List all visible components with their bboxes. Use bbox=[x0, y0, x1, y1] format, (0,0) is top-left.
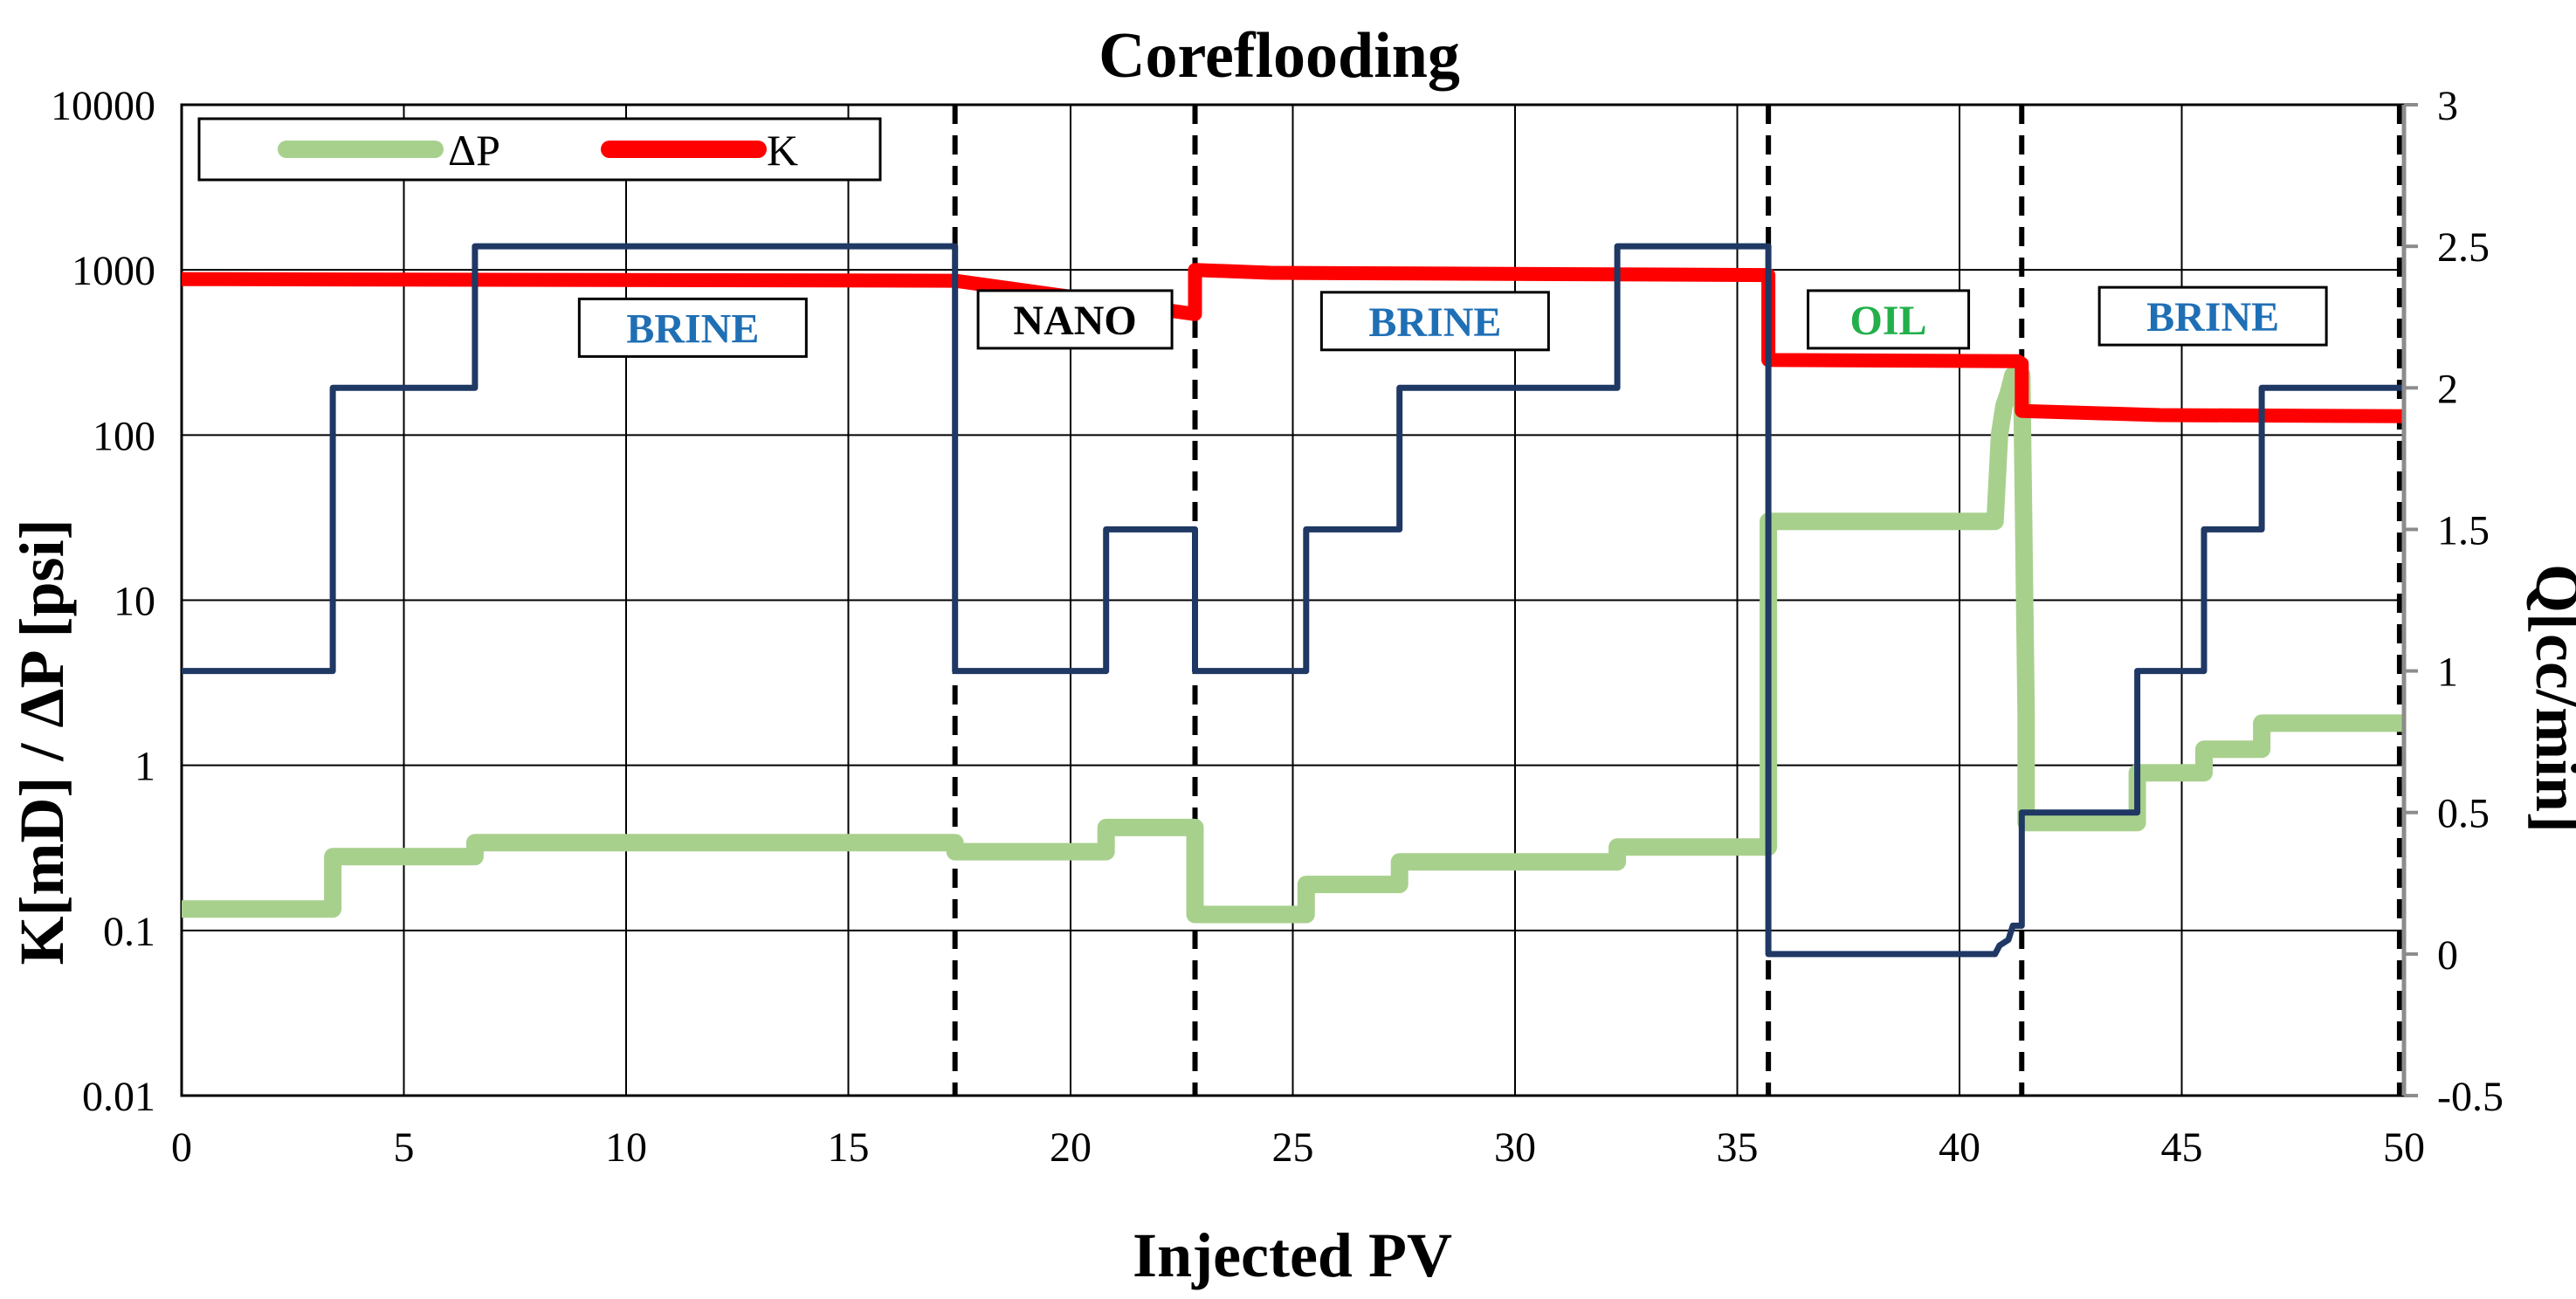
right-tick-label: -0.5 bbox=[2437, 1074, 2504, 1120]
right-tick-label: 1 bbox=[2437, 650, 2458, 696]
region-label-brine: BRINE bbox=[1319, 291, 1550, 352]
y-axis-right-title: Q[cc/min] bbox=[2523, 564, 2576, 833]
region-label-text: BRINE bbox=[1368, 299, 1501, 346]
right-tick-label: 1.5 bbox=[2437, 507, 2490, 553]
x-axis-title: Injected PV bbox=[1133, 1220, 1452, 1290]
right-tick-label: 2.5 bbox=[2437, 224, 2490, 271]
right-tick-label: 2 bbox=[2437, 366, 2458, 412]
right-tick-label: 0 bbox=[2437, 932, 2458, 979]
x-tick-label: 25 bbox=[1272, 1124, 1314, 1171]
left-tick-label: 0.1 bbox=[103, 909, 155, 955]
legend: ΔP K bbox=[197, 117, 882, 182]
grid-layer bbox=[180, 103, 2406, 1097]
legend-label: ΔP bbox=[448, 126, 500, 175]
x-tick-label: 40 bbox=[1939, 1124, 1980, 1171]
region-label-oil: OIL bbox=[1807, 289, 1971, 350]
x-tick-label: 15 bbox=[828, 1124, 870, 1171]
region-label-text: BRINE bbox=[626, 306, 759, 352]
region-label-box bbox=[2097, 285, 2328, 347]
region-label-brine: BRINE bbox=[577, 297, 808, 358]
x-tick-label: 10 bbox=[605, 1124, 647, 1171]
region-label-nano: NANO bbox=[976, 289, 1174, 350]
region-label-layer: BRINE NANO BRINE OIL BRINE bbox=[577, 285, 2328, 358]
region-label-text: OIL bbox=[1850, 298, 1927, 344]
x-tick-label: 45 bbox=[2161, 1124, 2203, 1171]
region-label-text: BRINE bbox=[2146, 294, 2279, 340]
left-tick-label: 0.01 bbox=[82, 1074, 155, 1120]
x-tick-label: 30 bbox=[1494, 1124, 1536, 1171]
right-tick-label: 3 bbox=[2437, 83, 2458, 129]
left-tick-label: 1 bbox=[134, 744, 155, 790]
left-tick-label: 1000 bbox=[72, 248, 155, 294]
chart-title: Coreflooding bbox=[1099, 20, 1460, 92]
legend-label: K bbox=[767, 126, 798, 175]
region-label-box bbox=[1319, 291, 1550, 352]
region-label-text: NANO bbox=[1013, 298, 1136, 344]
x-tick-label: 50 bbox=[2383, 1124, 2425, 1171]
x-tick-label: 5 bbox=[394, 1124, 415, 1171]
left-tick-label: 100 bbox=[93, 413, 155, 459]
left-tick-label: 10 bbox=[114, 579, 155, 625]
region-label-box bbox=[577, 297, 808, 358]
x-tick-label: 35 bbox=[1717, 1124, 1759, 1171]
region-label-box bbox=[1807, 289, 1971, 350]
axis-layer: -0.5 0 0.5 1 1.5 2 2.5 3 0.01 0.1 1 10 100 1000 10000 0… bbox=[51, 83, 2504, 1171]
right-tick-label: 0.5 bbox=[2437, 791, 2490, 837]
region-label-box bbox=[976, 289, 1174, 350]
left-tick-label: 10000 bbox=[51, 83, 155, 129]
x-tick-label: 0 bbox=[171, 1124, 192, 1171]
y-axis-left-title: K[mD] / ΔP [psi] bbox=[7, 519, 77, 965]
region-label-brine: BRINE bbox=[2097, 285, 2328, 347]
series-line-q bbox=[182, 243, 2404, 958]
x-tick-label: 20 bbox=[1050, 1124, 1092, 1171]
